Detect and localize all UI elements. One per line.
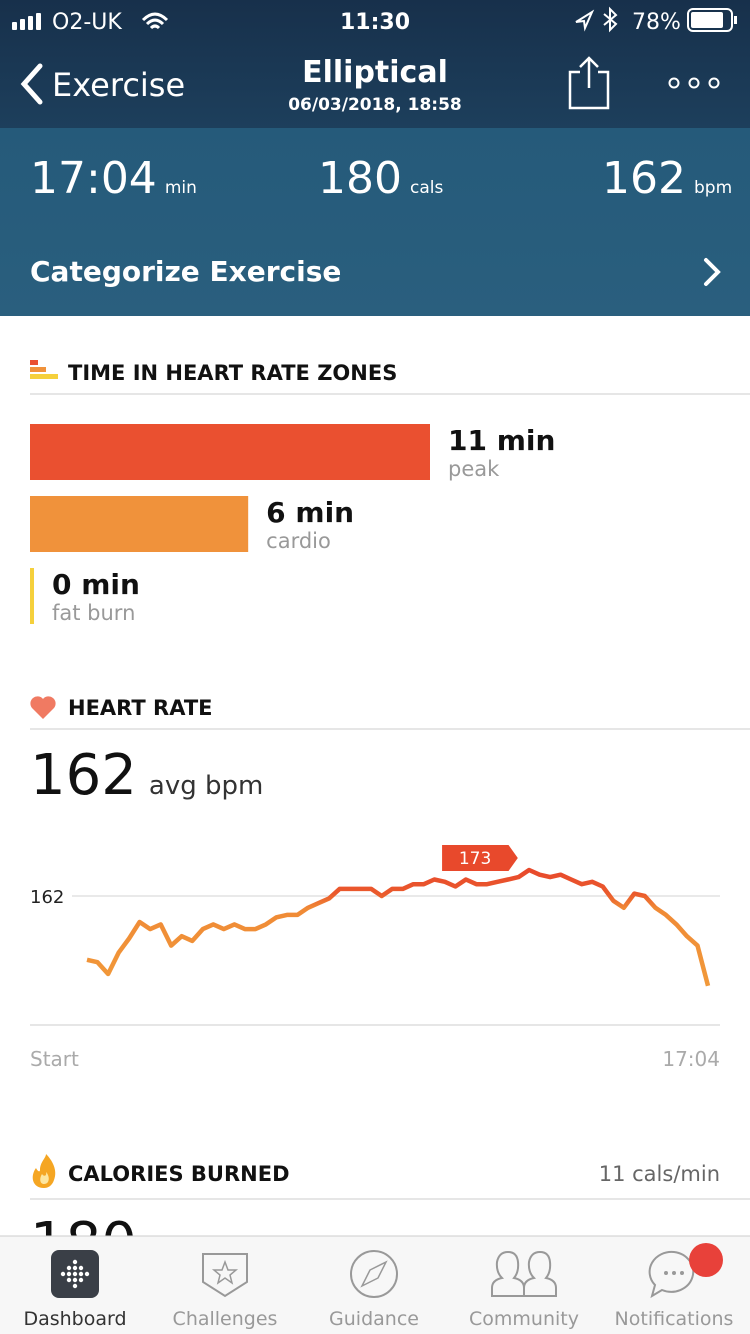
zone-bar: [30, 568, 34, 624]
zone-label: 6 min: [266, 496, 354, 529]
zone-name: peak: [448, 457, 500, 481]
dashboard-dot: [60, 1271, 66, 1277]
status-time: 11:30: [340, 10, 410, 35]
stat-value: 180: [318, 153, 402, 204]
peak-bubble: [440, 843, 521, 873]
battery-outline: [687, 8, 733, 32]
tab-label[interactable]: Community: [469, 1308, 579, 1330]
zone-name: fat burn: [52, 601, 135, 625]
dashboard-dot: [78, 1265, 84, 1271]
notifications-dot: [672, 1271, 676, 1275]
tab-label[interactable]: Guidance: [329, 1308, 419, 1330]
heart-rate-line: [86, 867, 711, 987]
dashboard-dot: [84, 1271, 90, 1277]
challenges-star: [211, 1259, 239, 1285]
x-end-label: 17:04: [662, 1047, 720, 1071]
heart-icon: [30, 696, 56, 719]
calories-rate: 11 cals/min: [599, 1162, 720, 1186]
heart-rate-title: HEART RATE: [68, 696, 213, 720]
tab-label[interactable]: Notifications: [615, 1308, 734, 1330]
guidance-needle: [360, 1260, 388, 1288]
tab-label[interactable]: Challenges: [173, 1308, 278, 1330]
dashboard-dot: [72, 1265, 78, 1271]
dashboard-dot: [72, 1277, 78, 1283]
signal-bar: [28, 16, 33, 30]
nav-title: Elliptical: [302, 55, 448, 90]
more-dot[interactable]: [708, 77, 720, 89]
dashboard-dot: [66, 1277, 72, 1283]
dashboard-dot: [66, 1265, 72, 1271]
zone-bar: [30, 496, 249, 552]
notifications-dot: [680, 1271, 684, 1275]
notifications-dot: [664, 1271, 668, 1275]
signal-bar: [12, 22, 17, 30]
dashboard-dot: [72, 1283, 78, 1289]
zones-title: TIME IN HEART RATE ZONES: [68, 361, 397, 385]
signal-bar: [20, 19, 25, 30]
zone-bar: [30, 424, 430, 480]
heart-rate-average-unit: avg bpm: [149, 771, 263, 801]
back-label[interactable]: Exercise: [52, 66, 185, 104]
battery-level: [691, 12, 723, 28]
heart-rate-average: 162: [30, 743, 137, 808]
battery-tip: [734, 16, 737, 24]
community-icon: [491, 1250, 557, 1297]
dashboard-dot: [66, 1271, 72, 1277]
guidance-icon: [350, 1250, 398, 1298]
flame-icon: [32, 1154, 56, 1188]
share-icon[interactable]: [568, 56, 610, 110]
stat-unit: bpm: [694, 178, 732, 198]
dashboard-dot: [78, 1271, 84, 1277]
zones-icon: [30, 367, 46, 372]
dashboard-dot: [72, 1271, 78, 1277]
tab-label[interactable]: Dashboard: [23, 1308, 126, 1330]
categorize-chevron[interactable]: [704, 258, 721, 286]
calories-title: CALORIES BURNED: [68, 1162, 290, 1186]
stat-unit: min: [165, 178, 197, 198]
peak-label: 173: [459, 849, 491, 869]
back-chevron[interactable]: [20, 63, 43, 105]
zones-icon: [30, 374, 58, 379]
dashboard-dot: [78, 1277, 84, 1283]
stat-unit: cals: [410, 178, 443, 198]
dashboard-dot: [72, 1259, 78, 1265]
notification-badge: [689, 1243, 723, 1277]
zones-icon: [30, 360, 38, 365]
carrier: O2-UK: [52, 10, 122, 35]
nav-subtitle: 06/03/2018, 18:58: [288, 95, 462, 115]
battery-percent: 78%: [632, 10, 681, 35]
location-icon: [575, 9, 595, 32]
stat-value: 17:04: [30, 153, 157, 204]
challenges-icon: [202, 1253, 248, 1298]
reference-label: 162: [30, 887, 64, 908]
more-dot[interactable]: [668, 77, 680, 89]
bluetooth-icon: [603, 6, 618, 33]
zone-label: 0 min: [52, 568, 140, 601]
tab-bar: [0, 1236, 750, 1334]
zone-label: 11 min: [448, 424, 555, 457]
wifi-icon: [141, 12, 169, 30]
header-background: [0, 0, 750, 128]
x-start-label: Start: [30, 1047, 79, 1071]
more-dot[interactable]: [688, 77, 700, 89]
categorize-exercise[interactable]: Categorize Exercise: [30, 255, 341, 288]
zone-name: cardio: [266, 529, 331, 553]
flame-inner: [40, 1172, 49, 1184]
signal-bar: [36, 13, 41, 30]
stat-value: 162: [602, 153, 686, 204]
stats-background: [0, 128, 750, 316]
